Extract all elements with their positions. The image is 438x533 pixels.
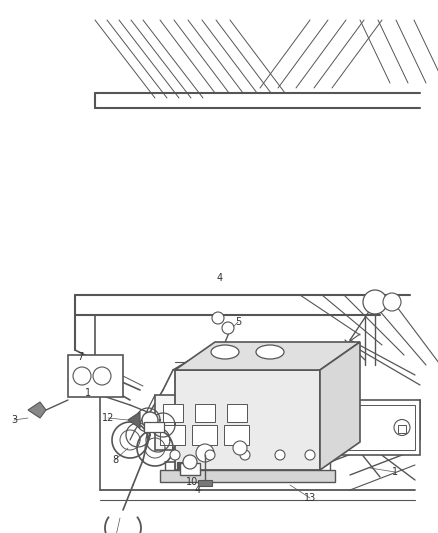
Circle shape xyxy=(205,450,215,460)
Bar xyxy=(144,422,164,432)
Ellipse shape xyxy=(211,345,238,359)
Bar xyxy=(329,400,419,455)
Circle shape xyxy=(393,419,409,435)
Text: 6: 6 xyxy=(276,460,283,470)
Bar xyxy=(191,425,216,445)
Text: 13: 13 xyxy=(303,493,315,503)
Circle shape xyxy=(274,450,284,460)
Bar xyxy=(177,462,193,470)
Circle shape xyxy=(93,367,111,385)
Text: 7: 7 xyxy=(77,352,83,362)
Bar xyxy=(159,425,184,445)
Text: 1: 1 xyxy=(85,388,91,398)
Bar xyxy=(68,355,123,397)
Ellipse shape xyxy=(255,345,283,359)
Circle shape xyxy=(222,322,233,334)
Bar xyxy=(175,370,319,470)
Bar xyxy=(223,425,248,445)
Bar xyxy=(198,480,212,486)
Polygon shape xyxy=(128,412,140,428)
Text: 2: 2 xyxy=(191,472,198,482)
Circle shape xyxy=(73,367,91,385)
Circle shape xyxy=(240,450,249,460)
Circle shape xyxy=(304,450,314,460)
Circle shape xyxy=(141,412,158,428)
Polygon shape xyxy=(175,342,359,370)
Circle shape xyxy=(233,441,247,455)
Text: 3: 3 xyxy=(11,415,17,425)
Circle shape xyxy=(212,312,223,324)
Text: 4: 4 xyxy=(194,485,201,495)
Text: 4: 4 xyxy=(216,273,223,283)
Bar xyxy=(155,395,319,450)
Bar xyxy=(226,404,247,422)
Polygon shape xyxy=(319,342,359,470)
Text: 10: 10 xyxy=(185,477,198,487)
Circle shape xyxy=(183,455,197,469)
Circle shape xyxy=(195,444,213,462)
Polygon shape xyxy=(28,402,46,418)
Circle shape xyxy=(382,293,400,311)
Bar xyxy=(159,470,334,482)
Text: 10: 10 xyxy=(248,467,261,477)
Text: 5: 5 xyxy=(234,317,240,327)
Text: 1: 1 xyxy=(391,467,397,477)
Bar xyxy=(194,404,215,422)
Bar xyxy=(162,404,183,422)
Circle shape xyxy=(362,290,386,314)
Circle shape xyxy=(170,450,180,460)
Text: 12: 12 xyxy=(102,413,114,423)
Text: 8: 8 xyxy=(112,455,118,465)
Bar xyxy=(334,405,414,450)
Bar xyxy=(397,424,405,432)
Bar xyxy=(180,463,200,475)
